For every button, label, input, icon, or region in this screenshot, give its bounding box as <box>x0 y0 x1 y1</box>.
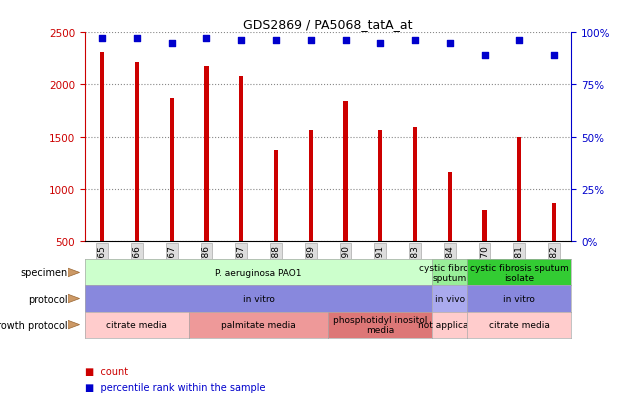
Bar <box>552 203 556 294</box>
Polygon shape <box>68 268 80 277</box>
Point <box>549 53 559 59</box>
Point <box>410 38 420 45</box>
Text: P. aeruginosa PAO1: P. aeruginosa PAO1 <box>215 268 302 277</box>
Text: ■  count: ■ count <box>85 366 128 376</box>
Text: citrate media: citrate media <box>107 320 168 329</box>
Point <box>166 40 176 47</box>
Bar <box>274 151 278 294</box>
Bar <box>344 102 348 294</box>
Text: cystic fibrosis sputum
isolate: cystic fibrosis sputum isolate <box>470 263 569 282</box>
Text: citrate media: citrate media <box>489 320 550 329</box>
Bar <box>482 210 487 294</box>
Bar <box>100 53 104 294</box>
Text: in vitro: in vitro <box>242 294 274 303</box>
Point <box>97 36 107 43</box>
Title: GDS2869 / PA5068_tatA_at: GDS2869 / PA5068_tatA_at <box>244 17 413 31</box>
Bar <box>170 99 174 294</box>
Point <box>236 38 246 45</box>
Text: in vitro: in vitro <box>504 294 535 303</box>
Polygon shape <box>68 294 80 303</box>
Bar <box>448 173 452 294</box>
Text: protocol: protocol <box>28 294 68 304</box>
Bar <box>517 137 521 294</box>
Text: palmitate media: palmitate media <box>221 320 296 329</box>
Text: growth protocol: growth protocol <box>0 320 68 330</box>
Point <box>132 36 142 43</box>
Point <box>202 36 212 43</box>
Point <box>340 38 350 45</box>
Text: not applicable: not applicable <box>418 320 482 329</box>
Bar <box>204 66 208 294</box>
Text: in vivo: in vivo <box>435 294 465 303</box>
Point <box>271 38 281 45</box>
Bar <box>413 128 417 294</box>
Bar <box>378 131 382 294</box>
Point <box>480 53 490 59</box>
Point <box>376 40 386 47</box>
Text: specimen: specimen <box>21 268 68 278</box>
Text: ■  percentile rank within the sample: ■ percentile rank within the sample <box>85 382 265 392</box>
Point <box>306 38 316 45</box>
Polygon shape <box>68 320 80 329</box>
Bar <box>239 77 243 294</box>
Bar <box>309 131 313 294</box>
Text: phosphotidyl inositol
media: phosphotidyl inositol media <box>333 315 428 335</box>
Bar <box>135 63 139 294</box>
Text: cystic fibrosis
sputum: cystic fibrosis sputum <box>419 263 480 282</box>
Point <box>445 40 455 47</box>
Point <box>514 38 524 45</box>
